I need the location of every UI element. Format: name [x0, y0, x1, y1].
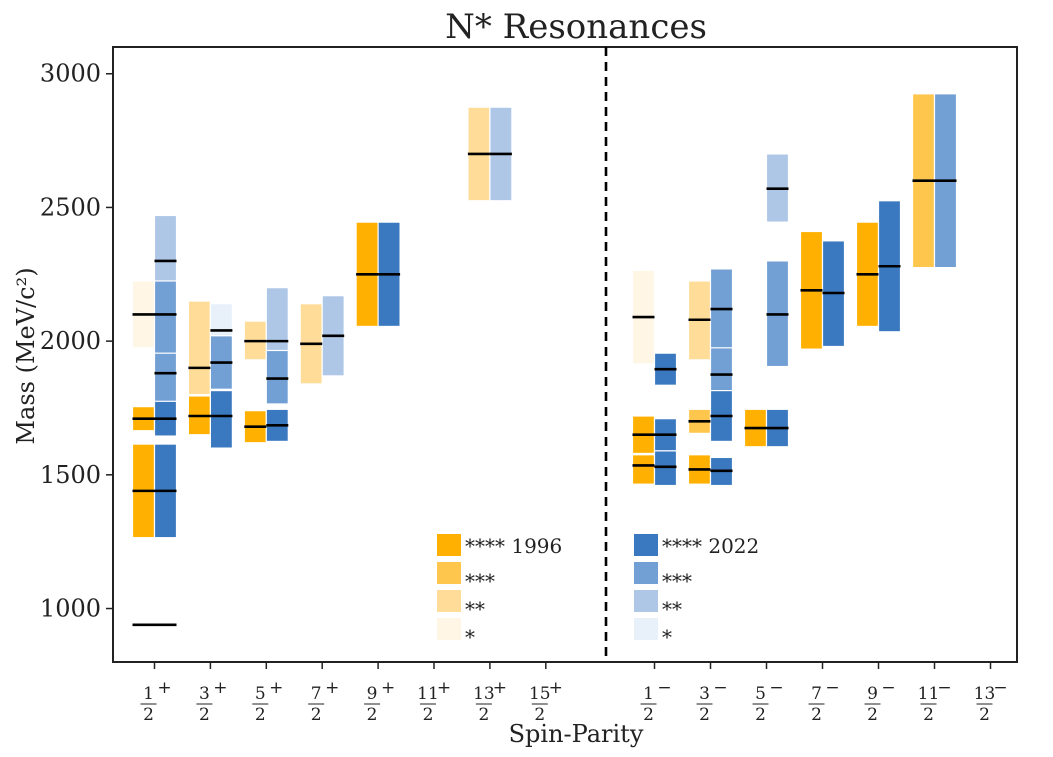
tick-parity: +: [213, 678, 227, 698]
resonance-boxes: [131, 93, 958, 539]
tick-parity: +: [269, 678, 283, 698]
y-tick-label: 2500: [40, 193, 101, 221]
x-tick-label: 72−: [808, 678, 840, 725]
legend-label: **: [662, 597, 682, 621]
tick-denominator: 2: [143, 705, 154, 725]
tick-numerator: 1: [643, 684, 654, 704]
tick-numerator: 11: [417, 684, 439, 704]
mass-lines: [132, 152, 957, 627]
tick-parity: −: [881, 678, 895, 698]
tick-numerator: 7: [811, 684, 822, 704]
y-tick-label: 3000: [40, 60, 101, 88]
legend-label: **** 2022: [662, 534, 759, 558]
tick-numerator: 11: [918, 684, 940, 704]
resonance-box-2022: [209, 389, 233, 449]
x-tick-label: 112−: [918, 678, 952, 725]
legend-label: *: [465, 625, 475, 649]
y-tick-label: 1500: [40, 461, 101, 489]
legend-label: ***: [662, 569, 692, 593]
y-tick-label: 2000: [40, 327, 101, 355]
x-tick-label: 52−: [752, 678, 784, 725]
x-tick-label: 132−: [974, 678, 1008, 725]
legend-label: **** 1996: [465, 534, 562, 558]
x-axis-label: Spin-Parity: [509, 720, 644, 748]
resonance-box-1996: [187, 300, 211, 396]
legend: **** 1996********** 2022******: [437, 534, 759, 649]
x-tick-label: 12−: [640, 678, 672, 725]
tick-numerator: 3: [699, 684, 710, 704]
x-tick-label: 32+: [196, 678, 228, 725]
tick-numerator: 3: [199, 684, 210, 704]
legend-label: ***: [465, 569, 495, 593]
tick-denominator: 2: [755, 705, 766, 725]
legend-swatch: [437, 534, 461, 556]
x-tick-label: 52+: [252, 678, 283, 725]
tick-numerator: 1: [143, 684, 154, 704]
tick-parity: +: [437, 678, 451, 698]
x-tick-label: 12+: [140, 678, 172, 725]
resonance-box-2022: [265, 349, 289, 405]
tick-denominator: 2: [699, 705, 710, 725]
legend-swatch: [634, 562, 658, 584]
tick-numerator: 13: [473, 684, 495, 704]
tick-denominator: 2: [867, 705, 878, 725]
resonance-box-2022: [153, 280, 178, 354]
resonance-box-2022: [653, 450, 678, 487]
x-tick-label: 132+: [473, 678, 507, 725]
tick-numerator: 5: [255, 684, 266, 704]
y-tick-label: 1000: [40, 595, 101, 623]
legend-swatch: [437, 562, 461, 584]
tick-denominator: 2: [478, 705, 489, 725]
tick-parity: +: [493, 678, 507, 698]
chart-title: N* Resonances: [445, 7, 707, 47]
x-tick-label: 72+: [308, 678, 339, 725]
tick-numerator: 15: [529, 684, 551, 704]
x-tick-label: 32−: [696, 678, 728, 725]
x-tick-label: 112+: [417, 678, 451, 725]
tick-parity: +: [325, 678, 339, 698]
legend-label: *: [662, 625, 672, 649]
x-tick-label: 92+: [364, 678, 395, 725]
tick-denominator: 2: [811, 705, 822, 725]
tick-denominator: 2: [367, 705, 378, 725]
tick-numerator: 13: [974, 684, 996, 704]
tick-denominator: 2: [199, 705, 210, 725]
tick-parity: −: [825, 678, 839, 698]
x-tick-label: 152+: [529, 678, 563, 725]
plot-frame: [112, 46, 1018, 663]
legend-swatch: [437, 618, 461, 640]
tick-parity: −: [993, 678, 1007, 698]
x-tick-label: 92−: [864, 678, 896, 725]
tick-denominator: 2: [979, 705, 990, 725]
tick-denominator: 2: [643, 705, 654, 725]
legend-swatch: [634, 590, 658, 612]
legend-label: **: [465, 597, 485, 621]
tick-denominator: 2: [311, 705, 322, 725]
resonance-box-1996: [631, 454, 656, 485]
tick-denominator: 2: [423, 705, 434, 725]
tick-numerator: 9: [867, 684, 878, 704]
tick-parity: −: [657, 678, 671, 698]
legend-swatch: [634, 618, 658, 640]
tick-denominator: 2: [255, 705, 266, 725]
tick-numerator: 5: [755, 684, 766, 704]
y-axis-label: Mass (MeV/c²): [12, 267, 40, 444]
tick-parity: +: [549, 678, 563, 698]
tick-parity: +: [157, 678, 171, 698]
legend-swatch: [437, 590, 461, 612]
tick-numerator: 7: [311, 684, 322, 704]
tick-parity: −: [713, 678, 727, 698]
tick-denominator: 2: [923, 705, 934, 725]
tick-denominator: 2: [534, 705, 545, 725]
tick-parity: +: [381, 678, 395, 698]
tick-numerator: 9: [367, 684, 378, 704]
tick-parity: −: [937, 678, 951, 698]
legend-swatch: [634, 534, 658, 556]
tick-parity: −: [769, 678, 783, 698]
